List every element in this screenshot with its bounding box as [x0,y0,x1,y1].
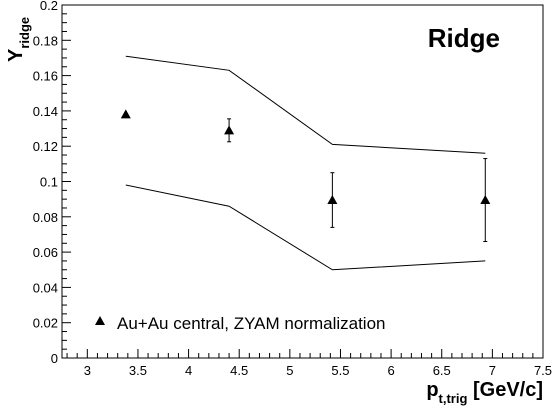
y-axis-label: Yridge [5,17,32,62]
data-point-triangle [224,125,235,135]
data-point-layer [120,109,491,243]
chart-title: Ridge [428,23,500,53]
x-axis-label: pt,trig [GeV/c] [426,379,543,406]
x-axis-label-main: p [426,379,438,401]
y-tick-label: 0.2 [40,0,58,13]
y-tick-label: 0.02 [33,316,58,331]
y-tick-label: 0.1 [40,175,58,190]
y-tick-label: 0.12 [33,139,58,154]
data-point-triangle [120,109,131,119]
x-tick-label: 7.5 [534,363,552,378]
axis-layer: 3 3.5 4 4.5 5 5.5 6 6.5 7 7.5 0 0.02 0.04 0.06 0.08 0.1… [33,0,552,378]
plot-frame [61,4,544,359]
band-lower-line [125,184,486,271]
legend: Au+Au central, ZYAM normalization [95,314,386,333]
systematic-band-layer [125,55,486,271]
x-tick-label: 3 [84,363,91,378]
y-tick-label: 0.04 [33,280,58,295]
x-tick-label: 5.5 [331,363,349,378]
y-axis-label-sub: ridge [17,17,32,49]
data-point-triangle [480,195,491,205]
y-tick-label: 0 [51,351,58,366]
y-tick-label: 0.16 [33,69,58,84]
x-tick-label: 7 [489,363,496,378]
x-axis-label-sub: t,trig [439,391,468,406]
x-tick-label: 6.5 [433,363,451,378]
y-tick-label: 0.06 [33,245,58,260]
y-tick-label: 0.14 [33,104,58,119]
x-tick-label: 4 [185,363,192,378]
y-axis-label-main: Y [5,48,27,62]
legend-marker-triangle [95,316,105,325]
x-tick-label: 4.5 [230,363,248,378]
y-tick-label: 0.18 [33,33,58,48]
y-tick-label: 0.08 [33,210,58,225]
x-axis-label-unit: [GeV/c] [467,379,543,401]
x-tick-label: 3.5 [129,363,147,378]
x-tick-label: 5 [286,363,293,378]
x-tick-label: 6 [387,363,394,378]
band-upper-line [125,55,486,154]
data-point-triangle [327,195,338,205]
legend-label: Au+Au central, ZYAM normalization [117,314,386,333]
